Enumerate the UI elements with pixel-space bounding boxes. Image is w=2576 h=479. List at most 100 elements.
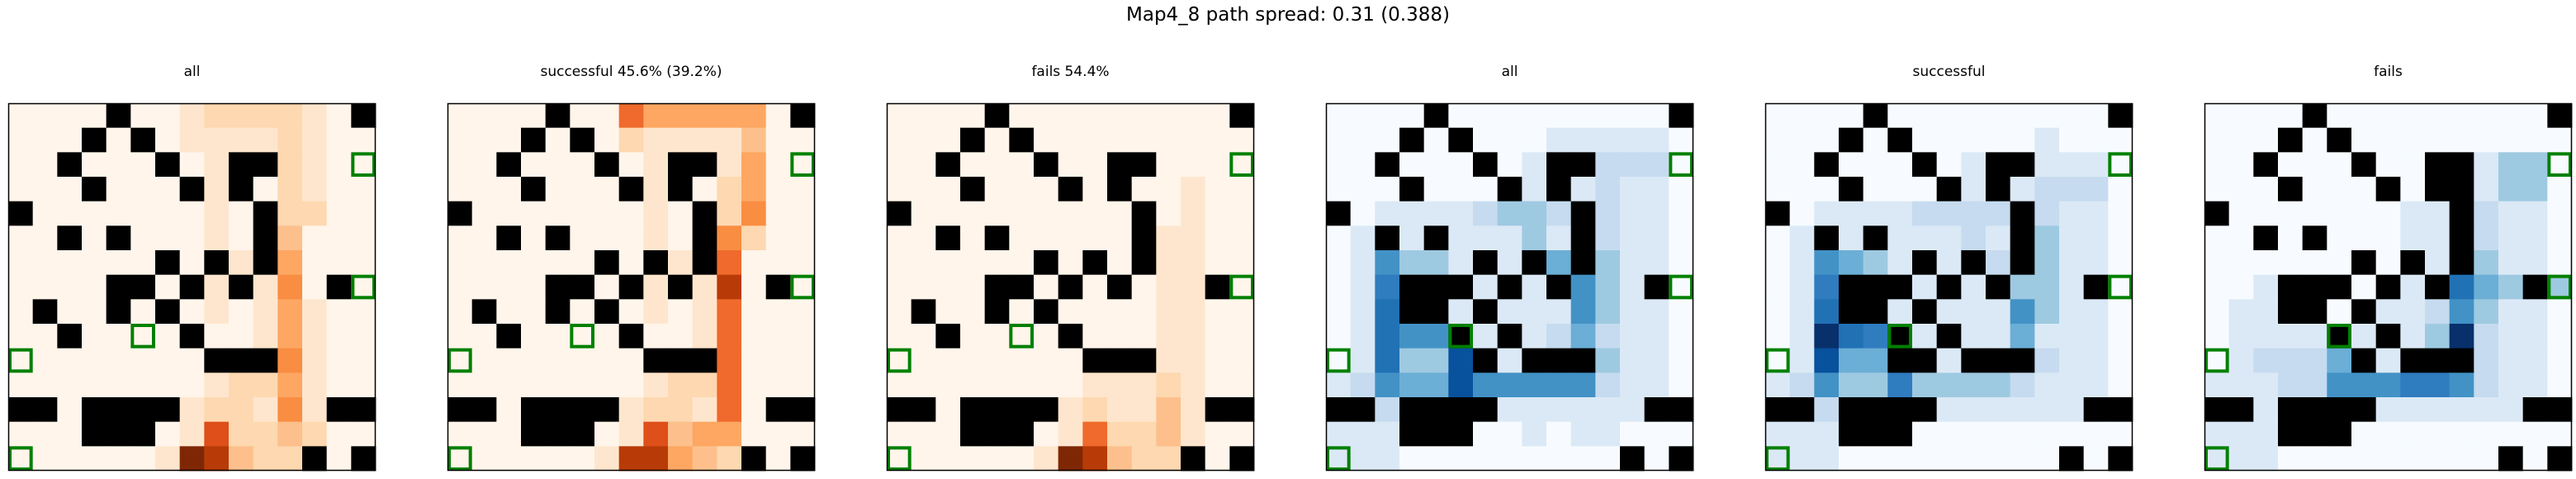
obstacle-cell xyxy=(1473,250,1499,276)
heatmap-cell xyxy=(1205,152,1230,178)
heatmap-cell xyxy=(717,225,742,251)
heatmap-cell xyxy=(2547,274,2573,300)
heatmap-cell xyxy=(1181,274,1206,300)
heatmap-cell xyxy=(326,103,352,129)
heatmap-cell xyxy=(911,177,936,202)
heatmap-cell xyxy=(1497,397,1522,423)
heatmap-cell xyxy=(1473,324,1499,349)
heatmap-cell xyxy=(1570,103,1596,129)
heatmap-cell xyxy=(643,225,669,251)
heatmap-cell xyxy=(130,103,156,129)
heatmap-cell xyxy=(447,446,473,472)
heatmap-cell xyxy=(2108,127,2133,153)
heatmap-cell xyxy=(2327,225,2352,251)
heatmap-cell xyxy=(447,177,473,202)
heatmap-cell xyxy=(2425,250,2451,276)
obstacle-cell xyxy=(1131,250,1157,276)
heatmap-cell xyxy=(1131,397,1157,423)
heatmap-cell xyxy=(1620,324,1646,349)
heatmap-cell xyxy=(2059,201,2085,226)
heatmap-cell xyxy=(570,446,595,472)
heatmap-cell xyxy=(471,274,497,300)
heatmap-cell xyxy=(1082,446,1108,472)
obstacle-cell xyxy=(204,250,230,276)
heatmap-cell xyxy=(32,348,58,373)
heatmap-cell xyxy=(1570,324,1596,349)
heatmap-cell xyxy=(2059,397,2085,423)
heatmap-cell xyxy=(618,446,644,472)
heatmap-cell xyxy=(2375,250,2401,276)
heatmap-cell xyxy=(1375,103,1400,129)
obstacle-cell xyxy=(984,421,1010,447)
obstacle-cell xyxy=(2302,421,2327,447)
heatmap-cell xyxy=(229,372,254,398)
heatmap-cell xyxy=(2449,397,2474,423)
heatmap-cell xyxy=(1620,152,1646,178)
heatmap-cell xyxy=(1570,274,1596,300)
goal-marker xyxy=(1669,152,1694,177)
obstacle-cell xyxy=(1644,274,1669,300)
obstacle-cell xyxy=(618,177,644,202)
heatmap-cell xyxy=(1473,103,1499,129)
heatmap-cell xyxy=(1497,103,1522,129)
heatmap-cell xyxy=(2059,152,2085,178)
obstacle-cell xyxy=(253,201,278,226)
heatmap-cell xyxy=(32,274,58,300)
heatmap-cell xyxy=(2034,103,2060,129)
heatmap-cell xyxy=(8,152,34,178)
obstacle-cell xyxy=(2400,250,2426,276)
heatmap-cell xyxy=(57,397,83,423)
heatmap-cell xyxy=(2474,372,2499,398)
heatmap-cell xyxy=(2498,397,2524,423)
heatmap-cell xyxy=(229,299,254,325)
heatmap-cell xyxy=(1107,397,1133,423)
heatmap-cell xyxy=(887,127,912,153)
heatmap-cell xyxy=(2278,348,2304,373)
obstacle-cell xyxy=(229,177,254,202)
heatmap-cell xyxy=(496,446,522,472)
heatmap-cell xyxy=(8,446,34,472)
heatmap-cell xyxy=(2375,152,2401,178)
obstacle-cell xyxy=(1375,225,1400,251)
heatmap-cell xyxy=(1522,127,1547,153)
obstacle-cell xyxy=(1009,421,1035,447)
heatmap-cell xyxy=(1034,201,1059,226)
heatmap-cell xyxy=(1522,372,1547,398)
heatmap-cell xyxy=(935,250,961,276)
heatmap-cell xyxy=(984,324,1010,349)
obstacle-cell xyxy=(2522,274,2548,300)
heatmap-cell xyxy=(2498,201,2524,226)
heatmap-cell xyxy=(2228,348,2254,373)
obstacle-cell xyxy=(1375,152,1400,178)
heatmap-cell xyxy=(1375,421,1400,447)
heatmap-cell xyxy=(1229,348,1255,373)
obstacle-cell xyxy=(1887,324,1913,349)
heatmap-cell xyxy=(668,324,694,349)
heatmap-cell xyxy=(1863,177,1888,202)
heatmap-cell xyxy=(2059,103,2085,129)
heatmap-cell xyxy=(1497,348,1522,373)
heatmap-cell xyxy=(1839,372,1864,398)
heatmap-cell xyxy=(2400,225,2426,251)
heatmap-cell xyxy=(1961,421,1986,447)
heatmap-cell xyxy=(668,372,694,398)
heatmap-cell xyxy=(887,274,912,300)
heatmap-cell xyxy=(1814,421,1840,447)
heatmap-cell xyxy=(1448,103,1474,129)
heatmap-cell xyxy=(277,225,303,251)
heatmap-cell xyxy=(1156,421,1181,447)
heatmap-cell xyxy=(471,324,497,349)
heatmap-cell xyxy=(1082,177,1108,202)
heatmap-cell xyxy=(545,152,571,178)
obstacle-cell xyxy=(790,446,816,472)
obstacle-cell xyxy=(935,152,961,178)
heatmap-cell xyxy=(326,177,352,202)
heatmap-cell xyxy=(2010,127,2035,153)
obstacle-cell xyxy=(960,127,986,153)
heatmap-cell xyxy=(277,250,303,276)
heatmap-cell xyxy=(790,201,816,226)
goal-marker xyxy=(1009,324,1034,349)
obstacle-cell xyxy=(2351,299,2377,325)
heatmap-cell xyxy=(447,372,473,398)
heatmap-grid xyxy=(1325,102,1694,472)
